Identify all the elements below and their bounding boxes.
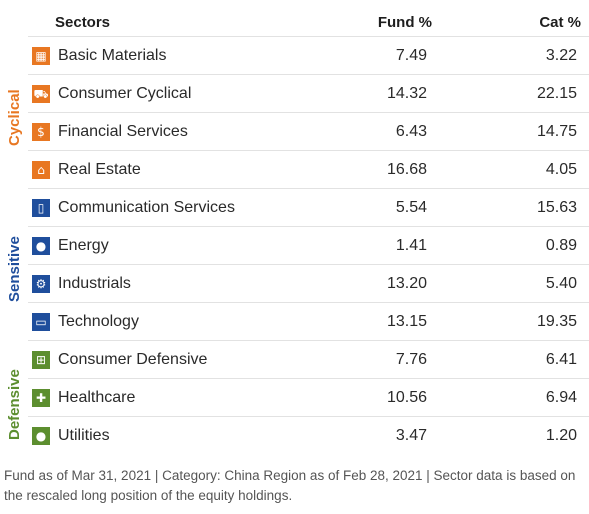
table-row: ▭ Technology 13.15 19.35 (28, 302, 589, 340)
table-row: ▯ Communication Services 5.54 15.63 (28, 188, 589, 226)
car-icon: ⛟ (32, 85, 50, 103)
fund-value: 1.41 (395, 237, 427, 254)
cat-value: 5.40 (545, 275, 577, 292)
table-row: ● Utilities 3.47 1.20 (28, 416, 589, 454)
sector-name: Healthcare (58, 389, 136, 406)
table-row: ✚ Healthcare 10.56 6.94 (28, 378, 589, 416)
table-row: ▦ Basic Materials 7.49 3.22 (28, 36, 589, 74)
sector-name: Utilities (58, 427, 110, 444)
cat-value: 22.15 (536, 85, 577, 102)
cat-value: 6.94 (545, 389, 577, 406)
sector-name: Basic Materials (58, 47, 167, 64)
header-sectors: Sectors (55, 14, 111, 31)
phone-icon: ▯ (32, 199, 50, 217)
sector-name: Consumer Defensive (58, 351, 208, 368)
table-row: $ Financial Services 6.43 14.75 (28, 112, 589, 150)
fund-value: 13.20 (386, 275, 427, 292)
sector-name: Financial Services (58, 123, 188, 140)
fund-value: 7.76 (395, 351, 427, 368)
cart-icon: ⊞ (32, 351, 50, 369)
fund-value: 6.43 (395, 123, 427, 140)
fund-value: 5.54 (395, 199, 427, 216)
header-cat: Cat % (539, 14, 581, 31)
sector-name: Energy (58, 237, 109, 254)
bricks-icon: ▦ (32, 47, 50, 65)
sector-name: Industrials (58, 275, 131, 292)
table-row: ⊞ Consumer Defensive 7.76 6.41 (28, 340, 589, 378)
table-row: ⚙ Industrials 13.20 5.40 (28, 264, 589, 302)
cat-value: 0.89 (545, 237, 577, 254)
house-icon: ⌂ (32, 161, 50, 179)
sector-name: Real Estate (58, 161, 141, 178)
fund-value: 13.15 (386, 313, 427, 330)
group-label-sensitive: Sensitive (6, 236, 23, 302)
cat-value: 3.22 (545, 47, 577, 64)
group-label-defensive: Defensive (6, 369, 23, 440)
cross-icon: ✚ (32, 389, 50, 407)
cat-value: 15.63 (536, 199, 577, 216)
sector-name: Technology (58, 313, 139, 330)
cat-value: 19.35 (536, 313, 577, 330)
sector-name: Consumer Cyclical (58, 85, 192, 102)
flame-icon: ● (32, 237, 50, 255)
fund-value: 3.47 (395, 427, 427, 444)
monitor-icon: ▭ (32, 313, 50, 331)
lightbulb-icon: ● (32, 427, 50, 445)
money-icon: $ (32, 123, 50, 141)
table-row: ⌂ Real Estate 16.68 4.05 (28, 150, 589, 188)
header-fund: Fund % (377, 14, 432, 31)
table-header: Sectors Fund % Cat % (0, 14, 589, 38)
fund-value: 10.56 (386, 389, 427, 406)
sector-name: Communication Services (58, 199, 235, 216)
cat-value: 14.75 (536, 123, 577, 140)
table-row: ⛟ Consumer Cyclical 14.32 22.15 (28, 74, 589, 112)
fund-value: 14.32 (386, 85, 427, 102)
cat-value: 6.41 (545, 351, 577, 368)
footnote: Fund as of Mar 31, 2021 | Category: Chin… (4, 468, 576, 503)
table-row: ● Energy 1.41 0.89 (28, 226, 589, 264)
gear-icon: ⚙ (32, 275, 50, 293)
group-label-cyclical: Cyclical (6, 89, 23, 146)
fund-value: 16.68 (386, 161, 427, 178)
fund-value: 7.49 (395, 47, 427, 64)
cat-value: 1.20 (545, 427, 577, 444)
cat-value: 4.05 (545, 161, 577, 178)
